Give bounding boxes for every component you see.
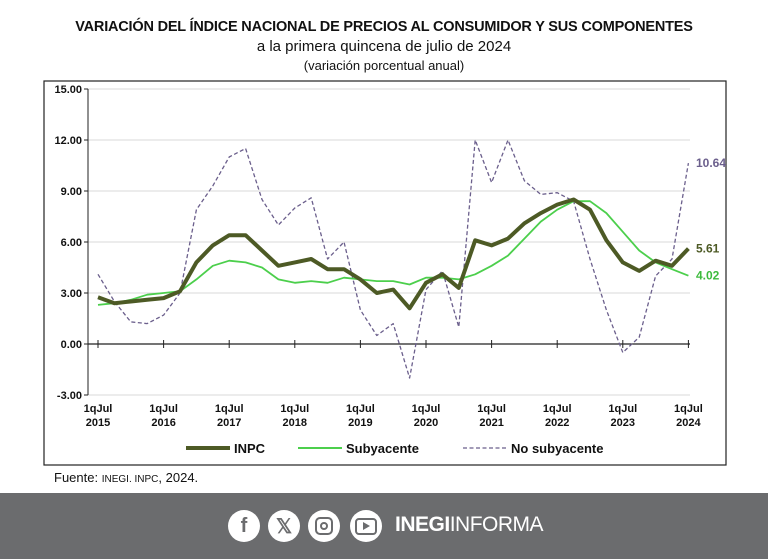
legend-label: Subyacente [346, 441, 419, 456]
instagram-icon[interactable] [308, 510, 340, 542]
x-tick-label: 2016 [151, 417, 175, 429]
x-tick-label: 1qJul [608, 403, 637, 415]
footer-bar: f 𝕏 INEGIINFORMA [0, 493, 768, 559]
y-tick-label: -3.00 [57, 390, 82, 402]
chart-subtitle-units: (variación porcentual anual) [303, 58, 465, 73]
x-tick-label: 2019 [348, 417, 372, 429]
x-tick-label: 2021 [479, 417, 503, 429]
brand-light: INFORMA [449, 513, 544, 536]
chart-subtitle: a la primera quincena de julio de 2024 [256, 38, 512, 55]
legend-label: No subyacente [511, 441, 603, 456]
brand-wordmark: INEGIINFORMA [395, 513, 544, 537]
end-label: 4.02 [696, 269, 720, 283]
line-chart: 15.0012.009.006.003.000.00-3.001qJul2015… [43, 80, 727, 466]
x-tick-label: 1qJul [477, 403, 506, 415]
x-tick-label: 1qJul [149, 403, 178, 415]
x-tick-label: 1qJul [346, 403, 375, 415]
x-icon[interactable]: 𝕏 [268, 510, 300, 542]
brand-bold: INEGI [395, 513, 450, 536]
y-tick-label: 12.00 [54, 135, 82, 147]
x-tick-label: 1qJul [543, 403, 572, 415]
legend-label: INPC [234, 441, 266, 456]
source-org: INEGI. INPC [101, 474, 159, 485]
youtube-icon[interactable] [350, 510, 382, 542]
x-tick-label: 2024 [676, 417, 701, 429]
chart-title: VARIACIÓN DEL ÍNDICE NACIONAL DE PRECIOS… [75, 19, 693, 35]
x-tick-label: 2015 [86, 417, 110, 429]
source-year: , 2024. [158, 470, 199, 485]
y-tick-label: 6.00 [61, 237, 82, 249]
x-tick-label: 2022 [545, 417, 569, 429]
x-tick-label: 2018 [283, 417, 307, 429]
x-tick-label: 1qJul [215, 403, 244, 415]
end-label: 5.61 [696, 242, 720, 256]
y-tick-label: 0.00 [61, 339, 82, 351]
end-label: 10.64 [696, 156, 726, 170]
y-tick-label: 3.00 [61, 288, 82, 300]
facebook-icon[interactable]: f [228, 510, 260, 542]
x-tick-label: 1qJul [84, 403, 113, 415]
x-tick-label: 2020 [414, 417, 438, 429]
source-label: Fuente: [54, 470, 99, 485]
y-tick-label: 9.00 [61, 186, 82, 198]
chart-frame [43, 80, 727, 466]
x-tick-label: 2017 [217, 417, 241, 429]
x-tick-label: 2023 [611, 417, 635, 429]
source-note: Fuente: INEGI. INPC, 2024. [54, 470, 198, 485]
x-tick-label: 1qJul [674, 403, 703, 415]
y-tick-label: 15.00 [54, 84, 82, 96]
x-tick-label: 1qJul [280, 403, 309, 415]
x-tick-label: 1qJul [412, 403, 441, 415]
